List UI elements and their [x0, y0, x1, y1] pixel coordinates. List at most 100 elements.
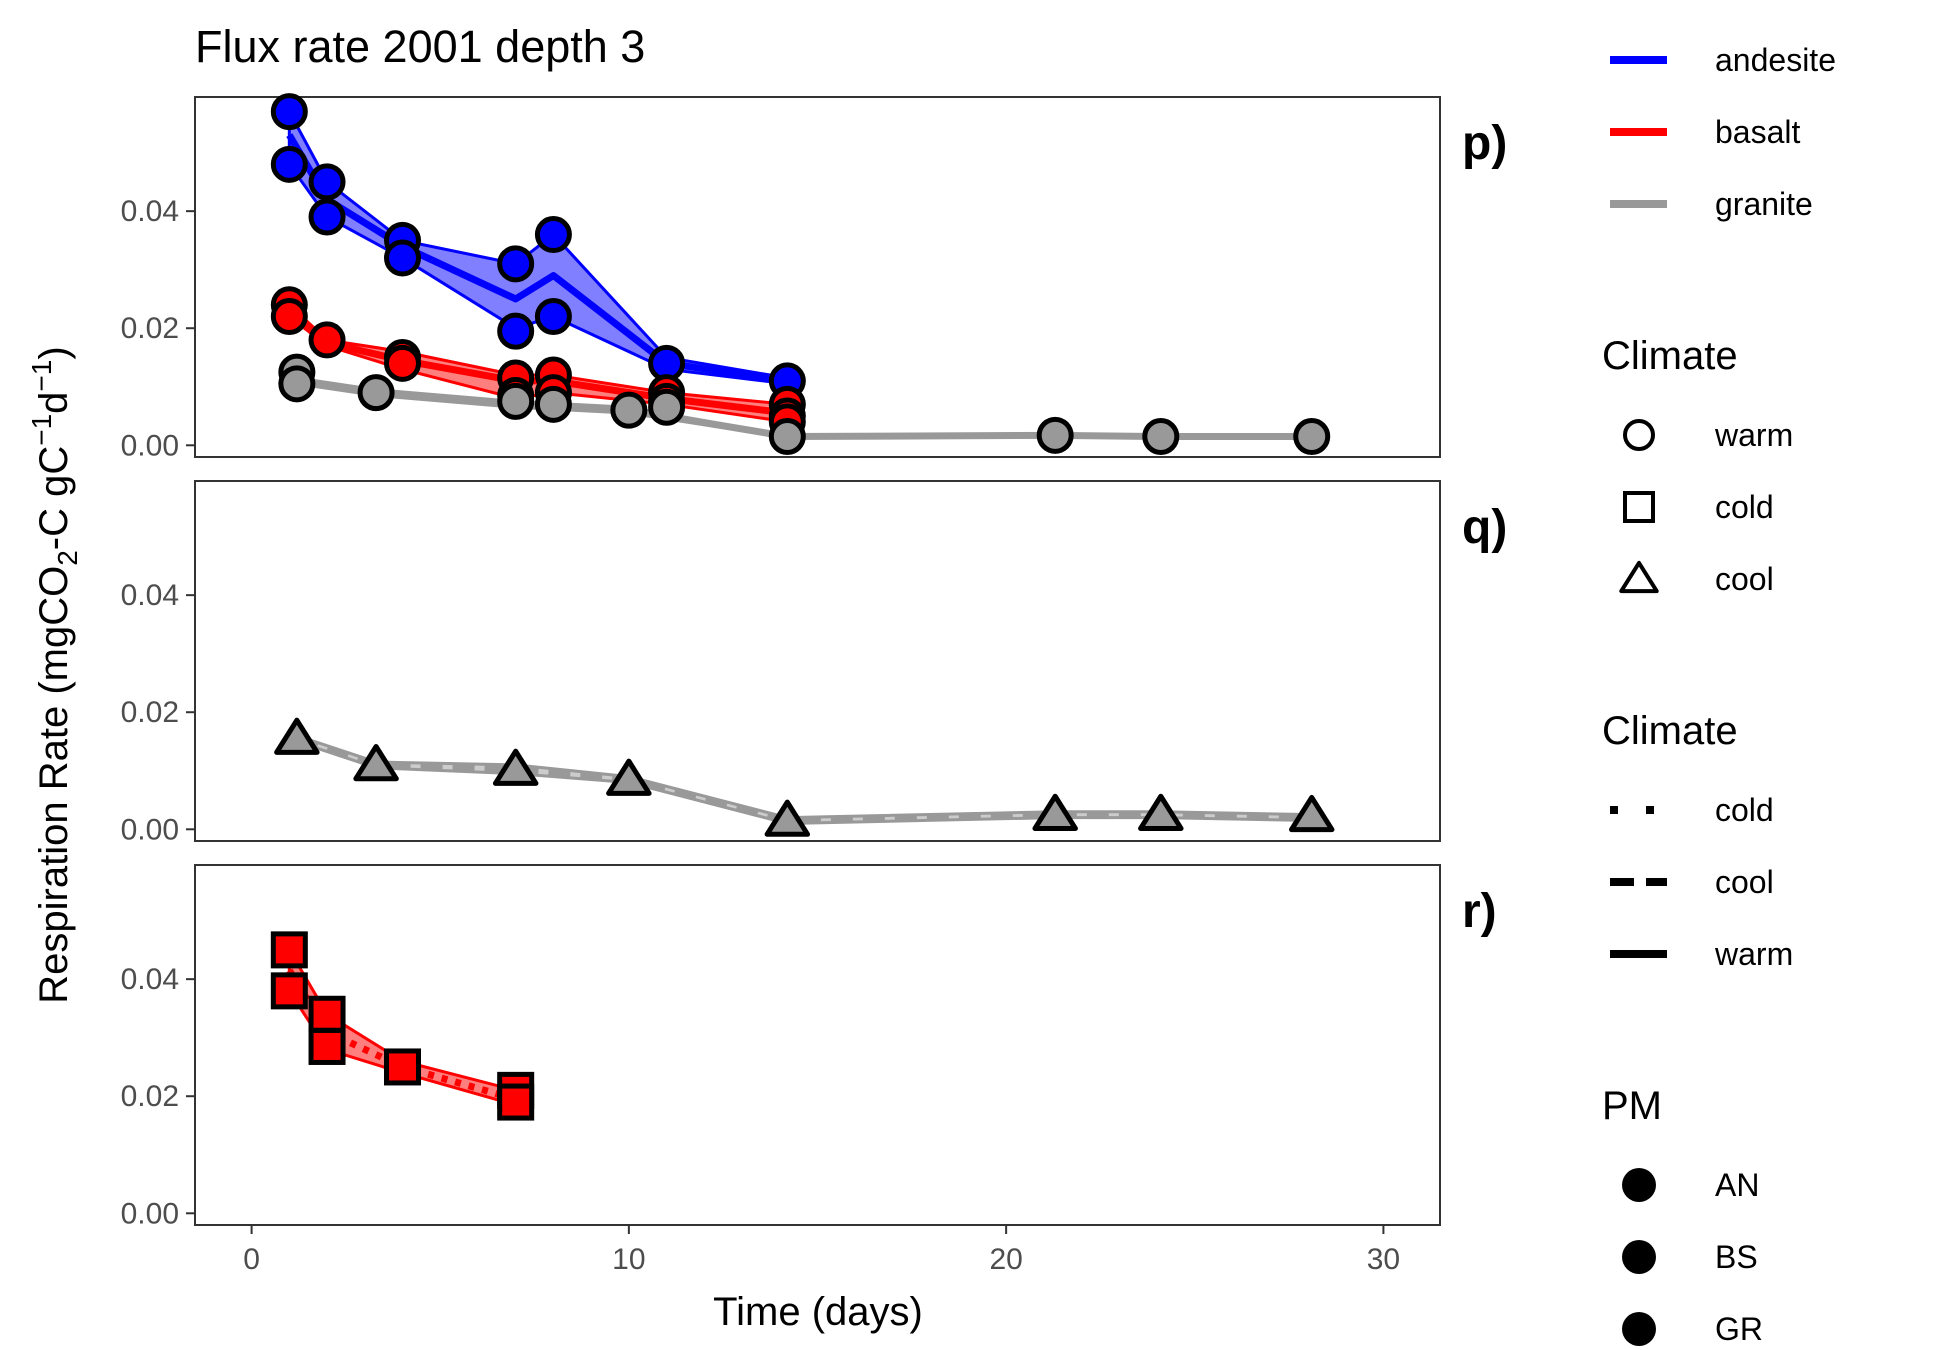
- panel-tag: r): [1462, 885, 1497, 938]
- panels: 0.00 0.02 0.04 p) 0.00 0.02 0.04 q) 0.00 0.02 0.04…: [121, 93, 1507, 1276]
- series-basalt: [270, 931, 535, 1121]
- data-point: [497, 312, 535, 350]
- legend-shape: Climate warm cold cool: [1602, 334, 1793, 597]
- data-point: [308, 1027, 346, 1065]
- data-point: [274, 717, 320, 755]
- legend-dot-icon: [1622, 1168, 1656, 1202]
- series-line: [295, 735, 1312, 825]
- y-tick-label: 0.02: [121, 696, 179, 729]
- legend-label: cold: [1715, 489, 1774, 525]
- legend-dot-icon: [1622, 1312, 1656, 1346]
- legend-circle-icon: [1623, 419, 1655, 451]
- data-point: [308, 995, 346, 1033]
- legend-item-gr: GR: [1622, 1311, 1763, 1347]
- data-point: [384, 239, 421, 277]
- legend-item-andesite: andesite: [1610, 42, 1836, 78]
- data-point: [492, 748, 539, 786]
- data-point: [1293, 418, 1331, 456]
- data-point: [270, 298, 308, 336]
- series-andesite: [270, 93, 806, 400]
- data-point: [768, 418, 806, 456]
- data-point: [497, 1083, 535, 1121]
- legend-label: warm: [1714, 417, 1793, 453]
- data-point: [308, 163, 346, 201]
- legend-item-basalt: basalt: [1610, 114, 1801, 150]
- data-point: [497, 382, 535, 420]
- data-point: [1288, 794, 1335, 833]
- legend-label: andesite: [1715, 42, 1836, 78]
- legend-label: cool: [1715, 864, 1774, 900]
- data-point: [1138, 793, 1184, 831]
- data-point: [353, 744, 399, 782]
- y-tick-label: 0.04: [121, 963, 179, 996]
- panel-p: 0.00 0.02 0.04 p): [121, 93, 1507, 462]
- data-point: [308, 321, 346, 359]
- legend-item-an: AN: [1622, 1167, 1759, 1203]
- data-point: [534, 298, 572, 336]
- panel-r: 0.00 0.02 0.04 r) 0 10 20 30: [121, 864, 1497, 1276]
- series-line: [286, 968, 517, 1103]
- legend-triangle-icon: [1619, 560, 1659, 594]
- data-point: [1032, 793, 1078, 831]
- y-axis-title: Respiration Rate (mgCO2-C gC−1d−1): [26, 346, 83, 1003]
- panel-tag: q): [1462, 501, 1507, 554]
- legend-label: AN: [1715, 1167, 1759, 1203]
- y-tick-label: 0.00: [121, 429, 179, 462]
- legend-item-bs: BS: [1622, 1239, 1758, 1275]
- legend-linetype: Climate cold cool warm: [1602, 709, 1793, 972]
- data-point: [278, 365, 316, 403]
- y-tick-label: 0.04: [121, 579, 179, 612]
- data-point: [384, 344, 421, 382]
- legend-item-warm: warm: [1610, 936, 1793, 972]
- panel-tag: p): [1462, 117, 1507, 170]
- legend-label: cold: [1715, 792, 1774, 828]
- y-tick-label: 0.02: [121, 312, 179, 345]
- data-point: [357, 374, 395, 412]
- x-tick-label: 0: [243, 1243, 260, 1276]
- data-point: [534, 216, 572, 254]
- data-point: [1036, 416, 1074, 454]
- data-point: [270, 931, 308, 969]
- legend-title: Climate: [1602, 334, 1738, 378]
- panel-border: [194, 480, 1441, 842]
- x-tick-label: 10: [612, 1243, 645, 1276]
- series-granite: [274, 717, 1335, 837]
- legend-item-granite: granite: [1610, 186, 1813, 222]
- chart-title: Flux rate 2001 depth 3: [195, 21, 645, 72]
- legend-label: granite: [1715, 186, 1813, 222]
- data-point: [764, 799, 811, 837]
- x-tick-label: 30: [1367, 1243, 1400, 1276]
- legend-title: Climate: [1602, 709, 1738, 753]
- legend-color: andesite basalt granite: [1610, 42, 1836, 222]
- x-tick-label: 20: [989, 1243, 1022, 1276]
- data-point: [1142, 418, 1180, 456]
- y-tick-label: 0.00: [121, 1197, 179, 1230]
- data-point: [497, 245, 535, 283]
- y-tick-label: 0.02: [121, 1080, 179, 1113]
- legend-item-warm: warm: [1623, 417, 1793, 453]
- legend-dot-icon: [1622, 1240, 1656, 1274]
- data-point: [308, 198, 346, 236]
- data-point: [610, 391, 648, 429]
- data-point: [648, 388, 686, 426]
- y-tick-label: 0.00: [121, 813, 179, 846]
- data-point: [606, 758, 652, 796]
- legend-item-cool: cool: [1610, 864, 1774, 900]
- y-tick-label: 0.04: [121, 195, 179, 228]
- data-point: [534, 385, 572, 423]
- x-axis-title: Time (days): [713, 1290, 923, 1334]
- data-point: [270, 145, 308, 183]
- legend-label: cool: [1715, 561, 1774, 597]
- legend-label: BS: [1715, 1239, 1758, 1275]
- data-point: [270, 93, 308, 131]
- legend-label: basalt: [1715, 114, 1801, 150]
- legend-label: GR: [1715, 1311, 1763, 1347]
- legend-item-cold: cold: [1610, 792, 1774, 828]
- panel-border: [194, 864, 1441, 1226]
- series-granite: [278, 353, 1331, 456]
- panel-q: 0.00 0.02 0.04 q): [121, 480, 1507, 846]
- legend-item-cool: cool: [1619, 560, 1774, 597]
- legend: andesite basalt granite Climate warm cold cool…: [1602, 42, 1836, 1347]
- legend-fill: PM AN BS GR: [1602, 1084, 1763, 1347]
